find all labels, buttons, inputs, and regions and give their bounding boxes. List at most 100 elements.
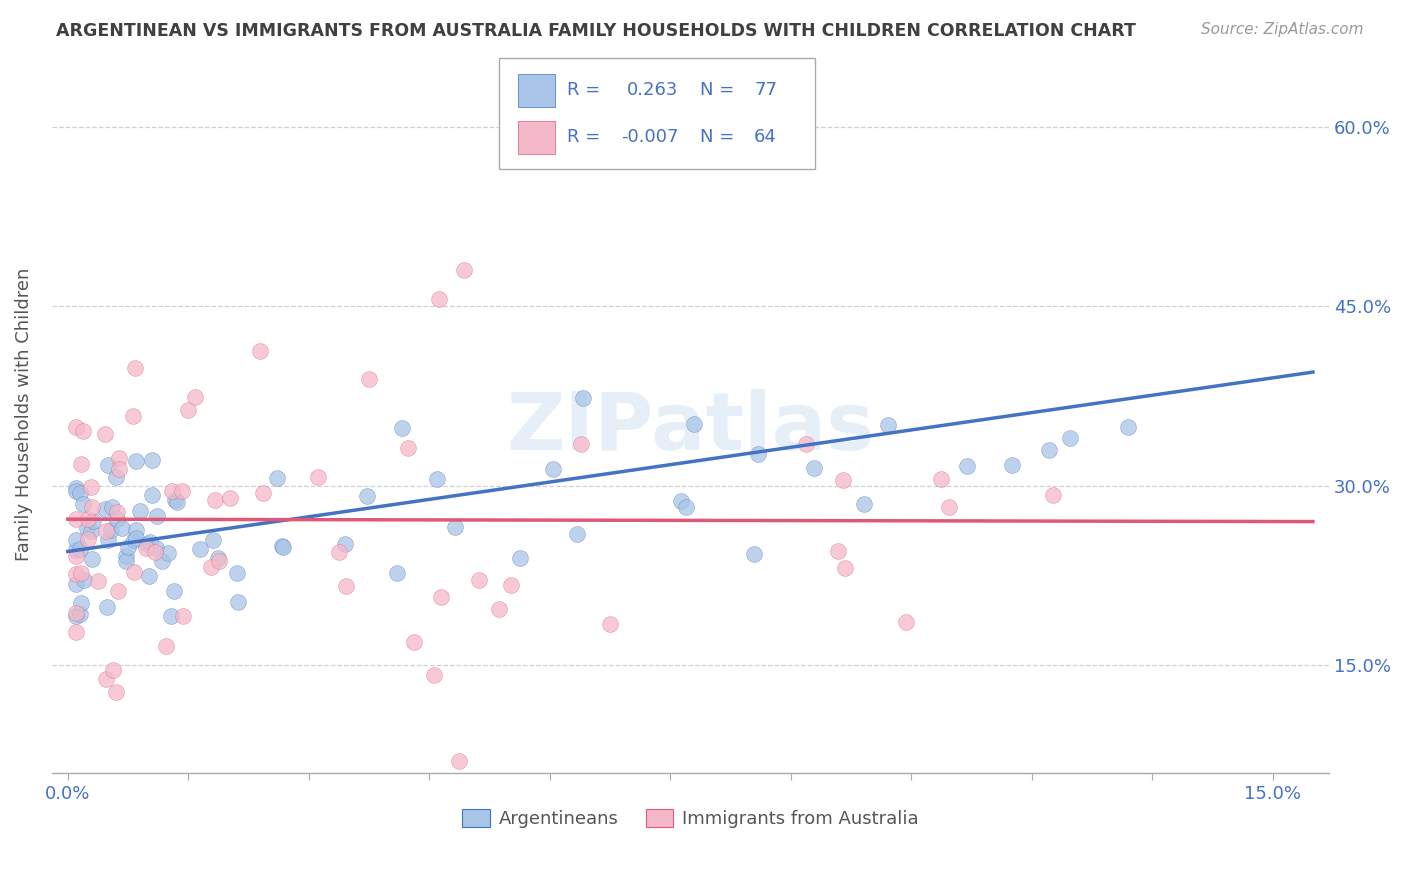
Point [572,391,595,405]
Point [803,461,825,475]
Point [104,469,127,483]
Point [111,521,134,535]
Point [356,489,378,503]
Point [124,360,146,375]
Point [599,617,621,632]
Point [184,390,207,404]
Point [271,539,294,553]
Point [675,500,697,514]
Point [1001,458,1024,472]
Point [103,664,125,678]
Point [65,607,87,621]
Point [488,601,510,615]
Point [73,573,96,587]
Point [877,417,900,432]
Point [69,486,91,500]
Text: 0.263: 0.263 [627,81,679,99]
Point [357,372,380,386]
Point [249,343,271,358]
Point [170,483,193,498]
Point [1059,431,1081,445]
Point [122,533,145,547]
Text: ARGENTINEAN VS IMMIGRANTS FROM AUSTRALIA FAMILY HOUSEHOLDS WITH CHILDREN CORRELA: ARGENTINEAN VS IMMIGRANTS FROM AUSTRALIA… [56,22,1136,40]
Point [105,512,128,526]
Point [65,533,87,547]
Point [135,541,157,555]
Point [157,546,180,560]
Point [207,551,229,566]
Point [468,574,491,588]
Point [1116,420,1139,434]
Point [1042,488,1064,502]
Point [150,554,173,568]
Point [956,459,979,474]
Point [122,565,145,579]
Point [107,450,129,465]
Point [430,590,453,604]
Point [65,609,87,624]
Point [145,541,167,555]
Point [65,549,87,563]
Point [69,566,91,581]
Text: -0.007: -0.007 [621,128,679,146]
Point [188,542,211,557]
Point [385,566,408,581]
Point [1038,442,1060,457]
Point [65,481,87,495]
Point [117,540,139,554]
Point [65,567,87,582]
Point [929,472,952,486]
Bar [519,74,554,106]
Point [72,497,94,511]
Point [145,508,167,523]
Point [94,427,117,442]
Point [80,480,103,494]
Point [105,685,128,699]
Point [70,596,93,610]
Point [65,577,87,591]
Point [97,458,120,472]
Point [499,578,522,592]
Point [333,537,356,551]
Point [141,487,163,501]
Point [328,545,350,559]
Point [163,493,186,508]
Point [683,417,706,432]
Point [76,520,98,534]
Point [429,292,451,306]
Text: 77: 77 [754,81,778,99]
Point [129,504,152,518]
Point [204,492,226,507]
Point [160,483,183,498]
Point [747,446,769,460]
Point [82,551,104,566]
Legend: Argentineans, Immigrants from Australia: Argentineans, Immigrants from Australia [456,802,925,836]
Point [426,472,449,486]
Point [834,561,856,575]
Point [77,511,100,525]
Point [794,436,817,450]
Text: R =: R = [567,81,600,99]
Text: Source: ZipAtlas.com: Source: ZipAtlas.com [1201,22,1364,37]
Point [938,500,960,514]
Point [398,441,420,455]
Point [69,607,91,621]
Point [166,495,188,509]
Point [201,533,224,547]
Point [69,542,91,557]
Point [543,462,565,476]
Point [271,540,294,554]
Point [94,672,117,686]
Point [252,485,274,500]
Point [96,600,118,615]
Point [115,549,138,563]
Point [669,494,692,508]
Point [94,524,117,538]
Point [100,523,122,537]
Point [163,584,186,599]
Point [107,462,129,476]
Point [65,624,87,639]
Point [105,505,128,519]
Point [136,537,159,551]
Text: 64: 64 [754,128,778,146]
